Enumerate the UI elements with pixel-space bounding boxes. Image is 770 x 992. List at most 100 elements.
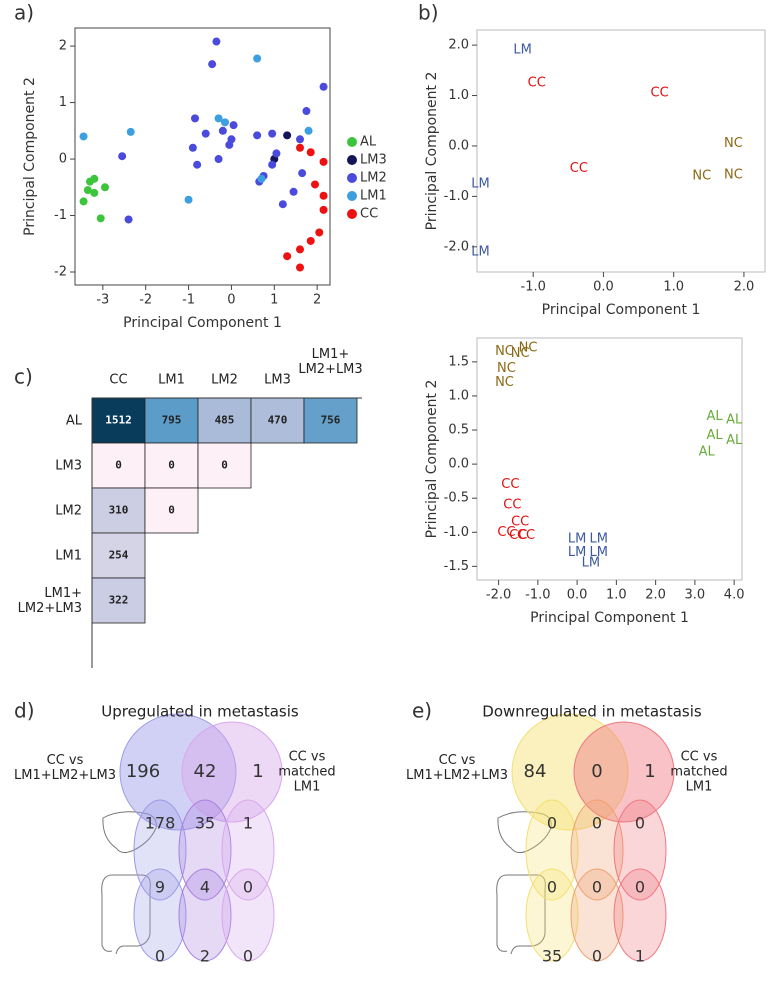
legend-marker bbox=[347, 191, 357, 201]
venn-circle bbox=[181, 721, 283, 823]
y-tick-label: 0.0 bbox=[448, 138, 469, 153]
cell-value: 0 bbox=[168, 504, 175, 517]
y-tick-label: 1.5 bbox=[448, 354, 469, 369]
x-axis-label: Principal Component 1 bbox=[530, 610, 689, 626]
point bbox=[221, 118, 229, 127]
point-label: NC bbox=[724, 136, 743, 151]
legend-label: LM3 bbox=[360, 153, 387, 168]
point bbox=[225, 140, 234, 149]
point-label: NC bbox=[497, 361, 516, 376]
venn-count: 4 bbox=[200, 878, 210, 897]
point-label: AL bbox=[699, 444, 716, 459]
point-label: AL bbox=[706, 409, 723, 424]
point bbox=[90, 174, 99, 183]
point-label: LM bbox=[589, 545, 607, 560]
venn-ellipse bbox=[178, 868, 232, 962]
point bbox=[319, 191, 328, 200]
y-tick-label: 0 bbox=[59, 152, 67, 167]
column-label: LM3 bbox=[264, 372, 291, 388]
point-label: LM bbox=[568, 545, 586, 560]
cell-value: 254 bbox=[109, 549, 129, 562]
point-label: LM bbox=[471, 176, 489, 191]
point bbox=[96, 214, 105, 223]
point-label: CC bbox=[511, 515, 529, 530]
cell-value: 322 bbox=[109, 594, 129, 607]
panel-label: d) bbox=[14, 699, 35, 723]
x-tick-label: 3.0 bbox=[685, 588, 706, 603]
venn-ellipse bbox=[221, 868, 275, 962]
y-tick-label: -1.5 bbox=[444, 559, 469, 574]
point-label: NC bbox=[495, 375, 514, 390]
point bbox=[319, 157, 328, 166]
cell-value: 485 bbox=[215, 414, 235, 427]
column-label: LM1 bbox=[158, 372, 185, 388]
column-label: LM1+ LM2+LM3 bbox=[298, 347, 363, 377]
y-axis-label: Principal Component 2 bbox=[22, 77, 38, 236]
y-tick-label: -1 bbox=[54, 208, 67, 223]
point-label: NC bbox=[692, 169, 711, 184]
y-tick-label: 1.0 bbox=[448, 88, 469, 103]
point-label: CC bbox=[497, 525, 515, 540]
point bbox=[191, 114, 199, 123]
row-label: LM2 bbox=[55, 503, 82, 518]
venn-count: 0 bbox=[243, 878, 253, 897]
x-tick-label: 1.0 bbox=[606, 588, 627, 603]
venn-count: 35 bbox=[195, 814, 215, 833]
point bbox=[311, 180, 319, 189]
point bbox=[79, 197, 88, 206]
point bbox=[283, 252, 292, 261]
y-tick-label: 1 bbox=[59, 95, 67, 110]
point-label: CC bbox=[528, 75, 546, 90]
legend-marker bbox=[347, 173, 357, 183]
row-label: LM3 bbox=[55, 458, 82, 473]
x-axis-label: Principal Component 1 bbox=[123, 315, 282, 331]
organ-icons bbox=[101, 811, 552, 955]
colon-icon bbox=[101, 874, 151, 955]
venn-count: 0 bbox=[592, 878, 602, 897]
x-tick-label: -1.0 bbox=[525, 588, 550, 603]
cell-value: 1512 bbox=[105, 414, 132, 427]
x-tick-label: -1.0 bbox=[521, 280, 546, 295]
point bbox=[79, 132, 88, 141]
x-tick-label: 2 bbox=[313, 293, 321, 308]
cell-value: 0 bbox=[115, 459, 122, 472]
liver-icon bbox=[102, 811, 157, 854]
point bbox=[315, 228, 324, 237]
row-label: AL bbox=[65, 413, 82, 428]
venn-ellipse bbox=[570, 868, 624, 962]
legend-marker bbox=[347, 137, 357, 147]
point bbox=[302, 107, 311, 116]
point bbox=[253, 54, 262, 63]
y-tick-label: -1.0 bbox=[444, 189, 469, 204]
x-tick-label: 2.0 bbox=[645, 588, 666, 603]
point bbox=[83, 186, 92, 195]
venn-count: 0 bbox=[155, 947, 165, 966]
y-tick-label: -2.0 bbox=[444, 239, 469, 254]
point bbox=[214, 114, 223, 123]
cell bbox=[144, 487, 199, 534]
y-tick-label: -2 bbox=[54, 265, 67, 280]
venn-count: 1 bbox=[644, 761, 655, 782]
plot-frame bbox=[476, 29, 766, 273]
point bbox=[218, 126, 227, 135]
x-tick-label: -2 bbox=[139, 293, 152, 308]
point-label: LM bbox=[471, 244, 489, 259]
legend-label: LM2 bbox=[360, 171, 387, 186]
venn-count: 0 bbox=[635, 814, 645, 833]
venn-count: 0 bbox=[547, 814, 557, 833]
panel-label: e) bbox=[412, 699, 432, 723]
cell-value: 310 bbox=[109, 504, 129, 517]
point bbox=[208, 60, 217, 69]
point-label: NC bbox=[511, 346, 530, 361]
point bbox=[253, 131, 262, 140]
cell bbox=[197, 442, 252, 489]
point bbox=[296, 245, 304, 254]
cell-value: 0 bbox=[168, 459, 175, 472]
venn-title: Downregulated in metastasis bbox=[482, 702, 702, 721]
venn-left-label: CC vs LM1+LM2+LM3 bbox=[406, 753, 508, 783]
venn-count: 0 bbox=[592, 947, 602, 966]
point-label: CC bbox=[501, 477, 519, 492]
point bbox=[188, 143, 197, 152]
point bbox=[298, 169, 307, 178]
